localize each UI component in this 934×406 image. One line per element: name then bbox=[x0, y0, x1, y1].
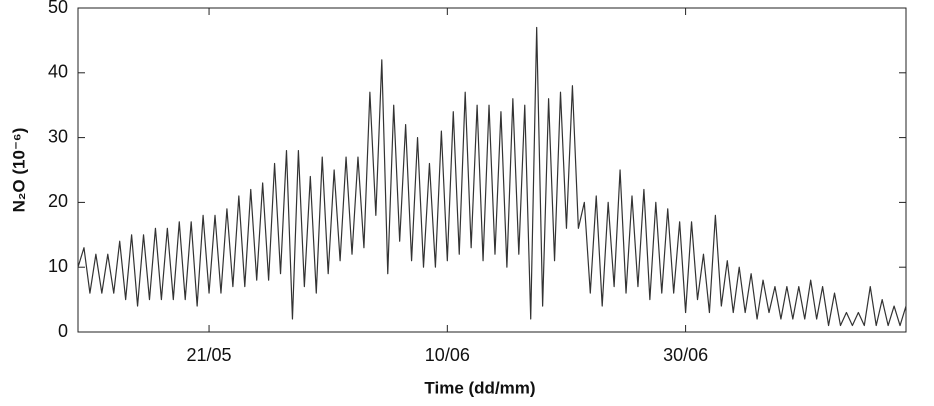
y-tick-label: 10 bbox=[48, 256, 68, 276]
y-tick-label: 50 bbox=[48, 0, 68, 17]
y-tick-label: 40 bbox=[48, 62, 68, 82]
x-tick-label: 30/06 bbox=[663, 345, 708, 365]
y-tick-label: 20 bbox=[48, 191, 68, 211]
x-tick-label: 10/06 bbox=[425, 345, 470, 365]
data-line bbox=[77, 26, 907, 327]
y-axis-label: N₂O (10⁻⁶) bbox=[9, 128, 28, 213]
plot-frame bbox=[77, 7, 907, 333]
y-tick-label: 0 bbox=[58, 321, 68, 341]
y-tick-label: 30 bbox=[48, 126, 68, 146]
x-axis-label: Time (dd/mm) bbox=[424, 378, 535, 397]
x-tick-label: 21/05 bbox=[187, 345, 232, 365]
